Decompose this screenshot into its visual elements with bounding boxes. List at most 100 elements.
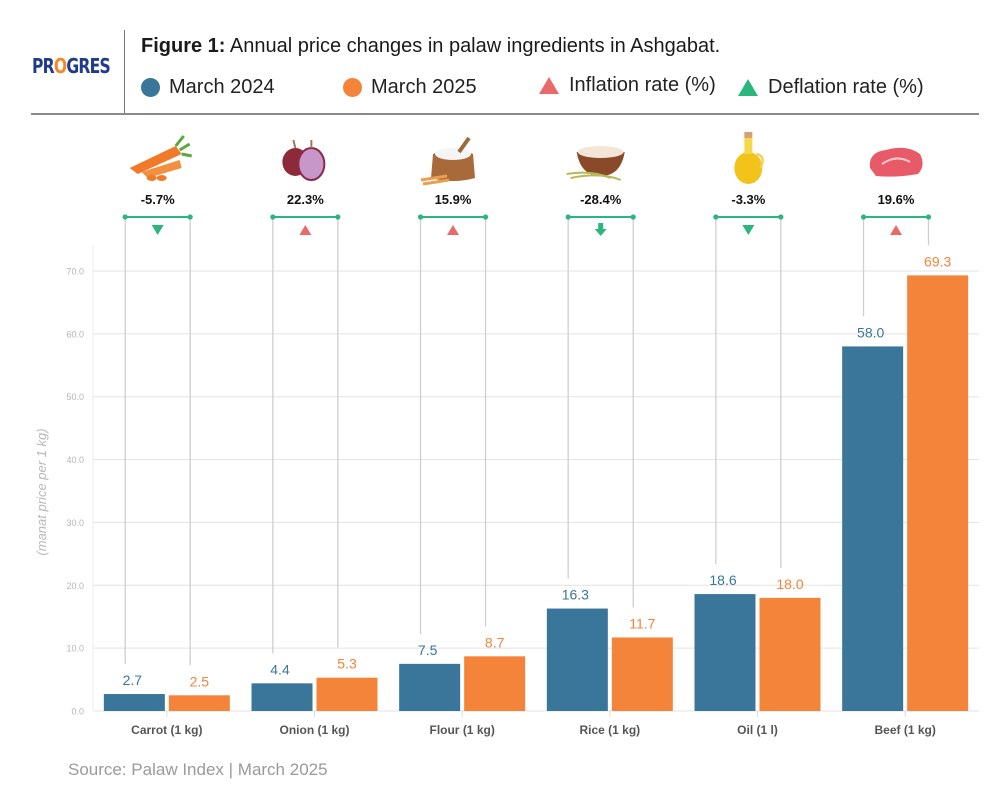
- carrot-leaves: [174, 135, 192, 158]
- bar-march-2025: [316, 677, 378, 711]
- deflation-arrow-icon: [594, 223, 607, 236]
- oil-handle: [756, 152, 764, 169]
- bar-march-2024: [842, 346, 904, 711]
- bar-march-2024: [399, 663, 461, 711]
- bracket-end-dot: [270, 214, 276, 220]
- bracket-end-dot: [713, 214, 719, 220]
- bar-march-2025: [464, 656, 526, 711]
- oil-cork: [744, 132, 753, 138]
- rice-bowl-icon: [566, 146, 625, 181]
- category-label: Onion (1 kg): [280, 723, 350, 737]
- value-label-march-2025: 8.7: [485, 634, 505, 650]
- legend-label: Deflation rate (%): [768, 76, 924, 98]
- header-horizontal-divider: [31, 113, 979, 115]
- y-tick-label: 0.0: [71, 707, 84, 717]
- legend-label: March 2025: [371, 76, 477, 98]
- oil-neck: [744, 138, 753, 154]
- y-tick-label: 30.0: [66, 518, 84, 528]
- legend-item-march-2024: March 2024: [141, 76, 275, 99]
- logo-text-prefix: PR: [32, 54, 55, 78]
- change-percent-label: -3.3%: [731, 192, 765, 207]
- bar-march-2024: [103, 694, 165, 711]
- value-label-march-2025: 11.7: [629, 615, 655, 631]
- bracket-end-dot: [417, 214, 424, 220]
- change-percent-label: 15.9%: [435, 192, 472, 207]
- flour-sack-icon: [420, 136, 476, 186]
- y-tick-label: 70.0: [66, 267, 84, 277]
- progres-logo: PROGRES: [32, 54, 111, 78]
- deflation-triangle-icon: [738, 79, 758, 96]
- figure-title-bold: Figure 1:: [141, 35, 226, 57]
- deflation-triangle-icon: [151, 225, 164, 235]
- y-tick-label: 50.0: [66, 392, 84, 402]
- value-label-march-2025: 69.3: [924, 253, 951, 269]
- flour-top: [435, 148, 472, 160]
- inflation-triangle-icon: [447, 225, 460, 235]
- bar-march-2024: [694, 594, 756, 711]
- inflation-triangle-icon: [299, 225, 312, 235]
- carrot-body: [141, 160, 182, 178]
- deflation-triangle-icon: [742, 225, 755, 235]
- value-label-march-2024: 58.0: [857, 324, 884, 340]
- legend-label: March 2024: [169, 76, 275, 98]
- value-label-march-2025: 5.3: [337, 656, 357, 672]
- beef-steak-icon: [869, 147, 923, 177]
- legend-item-deflation: Deflation rate (%): [738, 76, 924, 99]
- inflation-triangle-icon: [890, 225, 903, 235]
- onion-stems: [292, 139, 313, 149]
- legend-item-inflation: Inflation rate (%): [539, 74, 716, 97]
- change-percent-label: 22.3%: [287, 192, 324, 207]
- rice-bowl: [576, 152, 625, 176]
- bar-march-2024: [546, 608, 608, 711]
- bar-march-2024: [251, 683, 313, 711]
- value-label-march-2024: 2.7: [123, 672, 143, 688]
- change-percent-label: -5.7%: [141, 192, 175, 207]
- flour-scoop: [457, 136, 471, 154]
- bracket-end-dot: [187, 214, 193, 220]
- carrot-icon: [129, 135, 192, 181]
- legend-circle-icon: [141, 78, 160, 97]
- onion-half: [297, 147, 326, 181]
- figure-title-text: Annual price changes in palaw ingredient…: [225, 35, 721, 57]
- header-vertical-divider: [124, 30, 125, 115]
- bracket-end-dot: [565, 214, 571, 220]
- y-tick-label: 60.0: [66, 329, 84, 339]
- y-tick-label: 40.0: [66, 455, 84, 465]
- inflation-triangle-icon: [539, 77, 559, 94]
- oil-bottle-icon: [734, 132, 764, 184]
- category-label: Beef (1 kg): [874, 723, 935, 737]
- beef-steak: [869, 147, 923, 177]
- bar-march-2025: [759, 597, 821, 711]
- value-label-march-2024: 18.6: [709, 572, 736, 588]
- bracket-end-dot: [860, 214, 867, 220]
- rice-stalks: [566, 171, 622, 181]
- bracket-end-dot: [630, 214, 636, 220]
- wheat-stalks: [420, 174, 450, 186]
- y-tick-label: 20.0: [66, 581, 84, 591]
- legend-circle-icon: [343, 78, 362, 97]
- y-axis-label: (manat price per 1 kg): [34, 428, 49, 555]
- rice-top: [577, 146, 624, 158]
- beef-marbling: [881, 157, 911, 165]
- carrot-body: [129, 146, 182, 174]
- value-label-march-2025: 18.0: [776, 576, 803, 592]
- bracket-end-dot: [122, 214, 128, 220]
- logo-text-suffix: GRES: [66, 54, 110, 78]
- figure-title: Figure 1: Annual price changes in palaw …: [141, 35, 720, 58]
- y-tick-label: 10.0: [66, 644, 84, 654]
- value-label-march-2025: 2.5: [190, 673, 210, 689]
- category-label: Flour (1 kg): [429, 723, 494, 737]
- legend-label: Inflation rate (%): [569, 74, 716, 96]
- bracket-end-dot: [925, 214, 932, 220]
- bracket-end-dot: [482, 214, 489, 220]
- value-label-march-2024: 7.5: [418, 642, 438, 658]
- onion-icon: [282, 139, 326, 181]
- oil-bottle: [734, 152, 763, 184]
- bracket-end-dot: [335, 214, 341, 220]
- bar-march-2025: [611, 637, 673, 711]
- value-label-march-2024: 4.4: [270, 661, 290, 677]
- value-label-march-2024: 16.3: [562, 587, 589, 603]
- bracket-end-dot: [778, 214, 784, 220]
- source-note: Source: Palaw Index | March 2025: [68, 760, 328, 779]
